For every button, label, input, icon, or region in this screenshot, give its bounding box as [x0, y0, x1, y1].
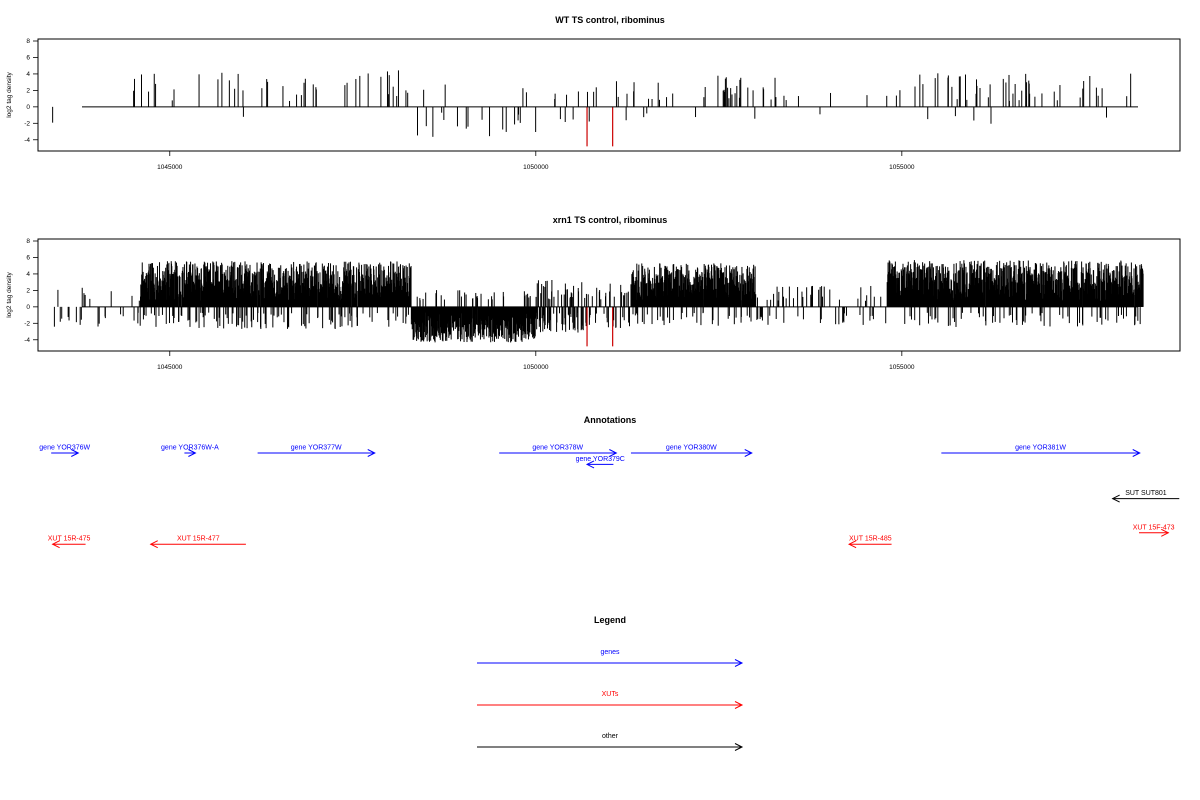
annotation-feature: gene YOR376W: [39, 445, 91, 457]
wt-coverage-panel: WT TS control, ribominus log2 tag densit…: [6, 15, 1181, 171]
arrow-head: [609, 449, 618, 457]
feature-label: gene YOR379C: [576, 456, 625, 463]
legend-label: other: [602, 733, 619, 740]
feature-label: XUT 15R-485: [849, 536, 892, 543]
plot-frame: [37, 38, 1181, 152]
annotation-feature: XUT 15R-475: [48, 536, 91, 549]
x-tick-label: 1055000: [889, 164, 915, 171]
y-tick-label: 0: [26, 304, 30, 311]
annotation-feature: XUT 15R-477: [149, 536, 246, 549]
x-tick-label: 1055000: [889, 364, 915, 371]
arrow-head: [188, 449, 197, 457]
arrow-head: [734, 701, 744, 709]
y-tick-label: 2: [26, 288, 30, 295]
x-tick-label: 1050000: [523, 164, 549, 171]
legend-title: Legend: [594, 615, 626, 625]
arrow-head: [847, 540, 857, 549]
arrow-head: [734, 659, 744, 667]
arrow-head: [367, 449, 376, 457]
panel-title: WT TS control, ribominus: [555, 15, 665, 25]
coverage-bars: [52, 70, 1138, 147]
legend-item: XUTs: [477, 691, 744, 709]
feature-label: gene YOR378W: [532, 445, 583, 452]
legend: Legend genes XUTs other: [477, 615, 744, 751]
arrow-head: [734, 743, 744, 751]
annotation-features: gene YOR376W gene YOR376W-A gene YOR377W ge…: [39, 445, 1180, 549]
legend-item: other: [477, 733, 744, 751]
y-axis-label: log2 tag density: [6, 71, 13, 117]
feature-label: gene YOR376W-A: [161, 445, 219, 452]
y-axis: -4 -2 0 2 4 6 8: [24, 38, 38, 144]
feature-label: XUT 15R-477: [177, 536, 220, 543]
xrn1-coverage-panel: xrn1 TS control, ribominus log2 tag dens…: [6, 215, 1181, 371]
x-tick-label: 1045000: [157, 364, 183, 371]
feature-label: gene YOR377W: [291, 445, 342, 452]
annotation-feature: gene YOR381W: [941, 445, 1141, 457]
y-tick-label: 0: [26, 104, 30, 111]
legend-label: XUTs: [602, 691, 619, 698]
arrow-head: [51, 540, 60, 549]
arrow-head: [1161, 528, 1170, 537]
y-tick-label: -2: [24, 121, 30, 128]
annotations-title: Annotations: [584, 415, 637, 425]
feature-label: SUT SUT801: [1125, 490, 1167, 497]
arrow-head: [585, 460, 595, 469]
x-tick-label: 1045000: [157, 164, 183, 171]
feature-label: gene YOR381W: [1015, 445, 1066, 452]
annotation-feature: XUT 15R-485: [847, 536, 892, 549]
y-tick-label: -4: [24, 137, 30, 144]
arrow-head: [1111, 494, 1120, 503]
annotation-feature: gene YOR378W: [499, 445, 618, 457]
plot-frame: [37, 238, 1181, 352]
x-axis: 1045000 1050000 1055000: [157, 351, 915, 371]
annotation-feature: SUT SUT801: [1111, 490, 1180, 503]
y-tick-label: 2: [26, 88, 30, 95]
y-tick-label: 6: [26, 55, 30, 62]
y-axis-label: log2 tag density: [6, 271, 13, 317]
annotation-feature: gene YOR379C: [576, 456, 625, 469]
legend-items: genes XUTs other: [477, 649, 744, 751]
arrow-head: [71, 449, 80, 457]
y-tick-label: -4: [24, 337, 30, 344]
legend-label: genes: [600, 649, 620, 656]
annotation-feature: gene YOR380W: [630, 445, 753, 457]
y-tick-label: 4: [26, 71, 30, 78]
annotation-feature: gene YOR377W: [257, 445, 376, 457]
feature-label: gene YOR380W: [666, 445, 717, 452]
coverage-bars: [53, 260, 1144, 347]
legend-item: genes: [477, 649, 744, 667]
arrow-head: [149, 540, 158, 549]
y-axis: -4 -2 0 2 4 6 8: [24, 238, 38, 344]
x-tick-label: 1050000: [523, 364, 549, 371]
feature-label: XUT 15F-473: [1133, 524, 1175, 531]
annotations-track: Annotations gene YOR376W gene YOR376W-A ge…: [39, 415, 1180, 549]
feature-label: gene YOR376W: [39, 445, 90, 452]
arrow-head: [1132, 449, 1141, 457]
annotation-feature: XUT 15F-473: [1133, 524, 1175, 537]
feature-label: XUT 15R-475: [48, 536, 91, 543]
x-axis: 1045000 1050000 1055000: [157, 151, 915, 171]
annotation-feature: gene YOR376W-A: [161, 445, 219, 457]
panel-title: xrn1 TS control, ribominus: [553, 215, 668, 225]
arrow-head: [744, 449, 753, 457]
y-tick-label: 8: [26, 238, 30, 245]
y-tick-label: 8: [26, 38, 30, 45]
y-tick-label: -2: [24, 321, 30, 328]
y-tick-label: 6: [26, 255, 30, 262]
y-tick-label: 4: [26, 271, 30, 278]
